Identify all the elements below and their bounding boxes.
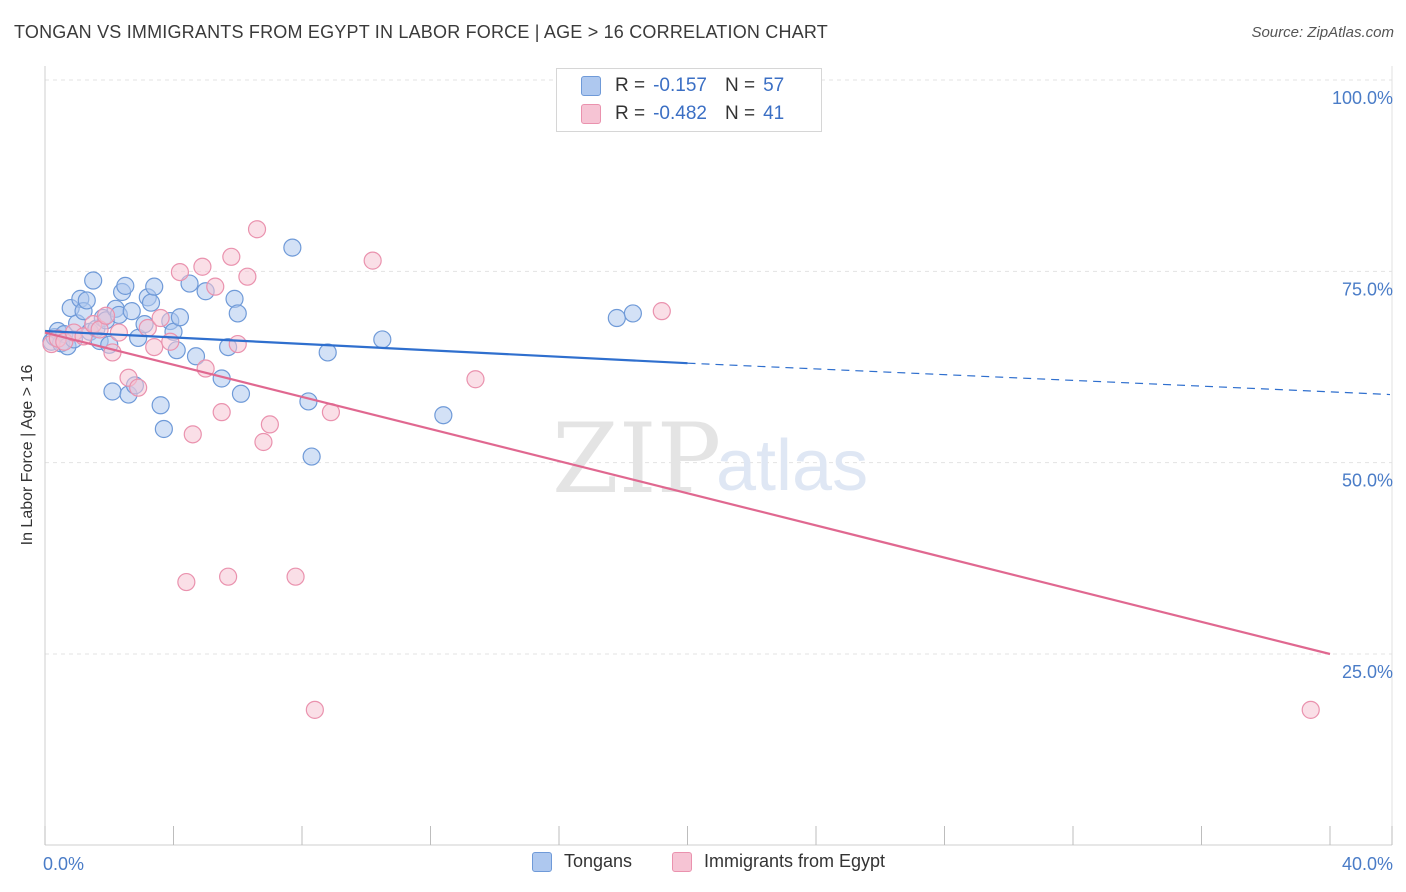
tongan-point bbox=[302, 447, 321, 466]
stats-n-label: N = bbox=[724, 75, 756, 96]
tongan-point bbox=[145, 277, 164, 296]
egypt-point bbox=[1301, 700, 1320, 719]
x-tick-label: 0.0% bbox=[43, 854, 84, 874]
stats-n-value: 57 bbox=[763, 75, 785, 96]
egypt-point bbox=[161, 332, 180, 351]
y-tick-label: 25.0% bbox=[1342, 662, 1393, 682]
tongan-point bbox=[373, 330, 392, 349]
tongan-point bbox=[231, 384, 251, 403]
y-tick-label: 50.0% bbox=[1342, 471, 1393, 491]
x-tick-label: 40.0% bbox=[1342, 854, 1393, 874]
egypt-point bbox=[222, 247, 241, 266]
egypt-point bbox=[219, 567, 238, 586]
axis-layer bbox=[44, 66, 1393, 846]
watermark-zip: ZIP bbox=[552, 403, 721, 515]
trend-layer bbox=[44, 329, 1391, 656]
stats-box: R = -0.157 N = 57 R = -0.482 N = 41 bbox=[556, 68, 822, 132]
y-tick-label: 75.0% bbox=[1342, 279, 1393, 299]
egypt-point bbox=[466, 370, 485, 389]
egypt-point bbox=[305, 700, 324, 719]
tongan-point bbox=[116, 276, 135, 295]
egypt-point bbox=[238, 267, 257, 286]
tongan-point bbox=[151, 396, 170, 415]
tongan-point bbox=[186, 347, 206, 366]
tongan-point bbox=[434, 406, 453, 425]
tongan-point bbox=[228, 304, 247, 323]
egypt-point bbox=[96, 306, 116, 325]
egypt-point bbox=[254, 432, 273, 452]
tongan-trend-line bbox=[44, 329, 688, 365]
stats-swatch-blue bbox=[581, 76, 601, 96]
chart-title: TONGAN VS IMMIGRANTS FROM EGYPT IN LABOR… bbox=[14, 22, 828, 42]
egypt-point bbox=[247, 220, 267, 239]
egypt-point bbox=[109, 323, 128, 342]
tongan-point bbox=[77, 291, 96, 310]
stats-r-value: -0.482 bbox=[653, 103, 707, 124]
egypt-point bbox=[177, 572, 196, 592]
tongan-point bbox=[84, 271, 103, 290]
watermark-atlas: atlas bbox=[716, 426, 868, 506]
source-credit: Source: ZipAtlas.com bbox=[1251, 24, 1394, 41]
tongan-trend-extension bbox=[687, 362, 1391, 396]
legend-swatch-blue bbox=[532, 851, 552, 872]
stats-swatch-pink bbox=[581, 104, 601, 124]
legend-label: Tongans bbox=[564, 851, 633, 871]
tongan-point bbox=[299, 392, 318, 411]
egypt-point bbox=[170, 262, 190, 282]
tick-labels: 100.0% 75.0% 50.0% 25.0% 0.0% 40.0% bbox=[43, 88, 1393, 874]
egypt-point bbox=[206, 277, 225, 296]
tongan-point bbox=[103, 382, 122, 401]
tongan-point bbox=[154, 419, 173, 439]
legend: Tongans Immigrants from Egypt bbox=[0, 851, 1406, 879]
egypt-point bbox=[363, 251, 382, 270]
egypt-point bbox=[286, 567, 305, 586]
egypt-trend-line bbox=[44, 331, 1331, 656]
egypt-point bbox=[145, 338, 164, 357]
legend-label: Immigrants from Egypt bbox=[704, 851, 886, 871]
tongan-point bbox=[623, 304, 642, 323]
legend-item-tongans[interactable]: Tongans bbox=[532, 851, 632, 872]
stats-row-tongans: R = -0.157 N = 57 bbox=[581, 73, 784, 99]
egypt-point bbox=[652, 302, 671, 321]
tongan-point bbox=[283, 238, 302, 257]
egypt-point bbox=[228, 334, 247, 354]
tongan-point bbox=[607, 308, 626, 328]
egypt-point bbox=[212, 403, 231, 422]
legend-item-egypt[interactable]: Immigrants from Egypt bbox=[672, 851, 885, 872]
stats-row-egypt: R = -0.482 N = 41 bbox=[581, 101, 784, 127]
points-layer bbox=[42, 220, 1320, 719]
y-tick-label: 100.0% bbox=[1332, 88, 1393, 108]
stats-r-value: -0.157 bbox=[653, 75, 707, 96]
egypt-point bbox=[151, 308, 170, 328]
legend-swatch-pink bbox=[672, 851, 692, 872]
stats-r-label: R = bbox=[615, 75, 646, 96]
tongan-point bbox=[170, 308, 190, 327]
tongan-point bbox=[318, 343, 337, 362]
egypt-point bbox=[260, 415, 279, 434]
grid-layer bbox=[45, 79, 1392, 655]
stats-r-label: R = bbox=[615, 103, 646, 124]
egypt-point bbox=[193, 257, 212, 276]
egypt-point bbox=[183, 425, 202, 444]
tongan-point bbox=[122, 302, 141, 321]
stats-n-value: 41 bbox=[763, 103, 785, 124]
egypt-point bbox=[129, 378, 148, 397]
egypt-point bbox=[103, 343, 122, 362]
stats-n-label: N = bbox=[724, 103, 756, 124]
tongan-point bbox=[141, 293, 161, 312]
watermark: ZIP atlas bbox=[552, 403, 868, 515]
